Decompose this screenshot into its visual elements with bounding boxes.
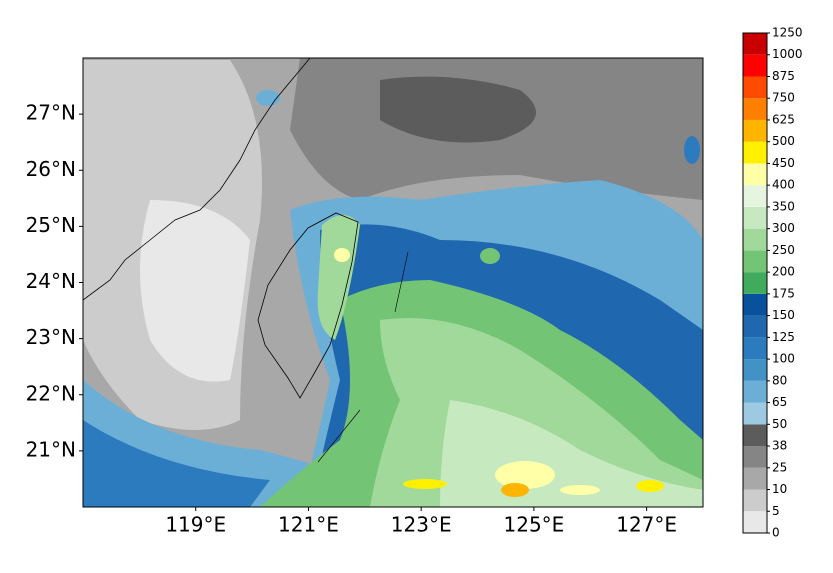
colorbar-label: 38 (772, 439, 787, 453)
colorbar-label: 300 (772, 221, 795, 235)
colorbar-label: 1250 (772, 26, 803, 40)
taiwan-coastline (257, 212, 359, 399)
colorbar-label: 100 (772, 352, 795, 366)
green-zone (317, 215, 360, 340)
x-tick-label: 119°E (165, 513, 226, 537)
colorbar-band (743, 141, 767, 164)
colorbar-label: 350 (772, 199, 795, 213)
colorbar-label: 0 (772, 526, 780, 540)
colorbar-label: 175 (772, 286, 795, 300)
yellow-zone (403, 479, 447, 489)
colorbar-band (743, 467, 767, 490)
colorbar-label: 400 (772, 178, 795, 192)
colorbar-band (743, 228, 767, 251)
colorbar-band (743, 206, 767, 229)
colorbar-band (743, 337, 767, 360)
colorbar-label: 875 (772, 69, 795, 83)
colorbar-band (743, 250, 767, 273)
y-tick-label: 27°N (26, 101, 76, 125)
colorbar-band (743, 293, 767, 316)
rainfall-field (83, 58, 703, 507)
colorbar-band (743, 380, 767, 403)
colorbar-label: 200 (772, 265, 795, 279)
yellow-zone (560, 485, 600, 495)
colorbar-label: 80 (772, 373, 787, 387)
colorbar-band (743, 402, 767, 425)
yellow-zone (495, 461, 555, 489)
colorbar-label: 150 (772, 308, 795, 322)
cross-section-line (394, 251, 409, 313)
colorbar-band (743, 119, 767, 142)
colorbar-label: 625 (772, 112, 795, 126)
colorbar-band (743, 98, 767, 120)
colorbar-band (743, 446, 767, 468)
x-tick-label: 121°E (278, 513, 339, 537)
colorbar-label: 10 (772, 482, 787, 496)
colorbar-band (743, 272, 767, 294)
lightest-zone (140, 200, 250, 382)
x-tick-label: 123°E (391, 513, 452, 537)
dark-gray-zone (380, 76, 536, 143)
y-tick-label: 24°N (26, 269, 76, 293)
colorbar-band (743, 315, 767, 338)
colorbar-label: 50 (772, 417, 787, 431)
colorbar-band (743, 76, 767, 99)
yellow-zone (636, 480, 664, 492)
colorbar-band (743, 359, 767, 381)
china-coastline (83, 58, 311, 301)
colorbar-label: 25 (772, 460, 787, 474)
cross-section-line (317, 409, 361, 463)
colorbar-label: 1000 (772, 47, 803, 61)
colorbar-label: 750 (772, 91, 795, 105)
colorbar-label: 125 (772, 330, 795, 344)
colorbar-label: 5 (772, 504, 780, 518)
x-tick-label: 125°E (504, 513, 565, 537)
colorbar-band (743, 489, 767, 512)
y-tick-label: 23°N (26, 325, 76, 349)
colorbar-label: 500 (772, 134, 795, 148)
colorbar-band (743, 511, 767, 533)
y-tick-label: 22°N (26, 381, 76, 405)
orange-zone (501, 483, 529, 497)
colorbar-band (743, 185, 767, 207)
green-zone (480, 248, 500, 264)
colorbar-band (743, 33, 767, 55)
colorbar-label: 450 (772, 156, 795, 170)
colorbar-band (743, 424, 767, 447)
blue-zone (684, 136, 700, 164)
yellow-zone (334, 248, 350, 262)
blue-zone (83, 420, 270, 507)
x-tick-label: 127°E (616, 513, 677, 537)
y-tick-label: 25°N (26, 213, 76, 237)
y-tick-label: 26°N (26, 157, 76, 181)
colorbar-label: 65 (772, 395, 787, 409)
colorbar-frame (742, 32, 768, 534)
colorbar-band (743, 54, 767, 77)
colorbar-band (743, 163, 767, 186)
y-tick-label: 21°N (26, 437, 76, 461)
colorbar-label: 250 (772, 243, 795, 257)
